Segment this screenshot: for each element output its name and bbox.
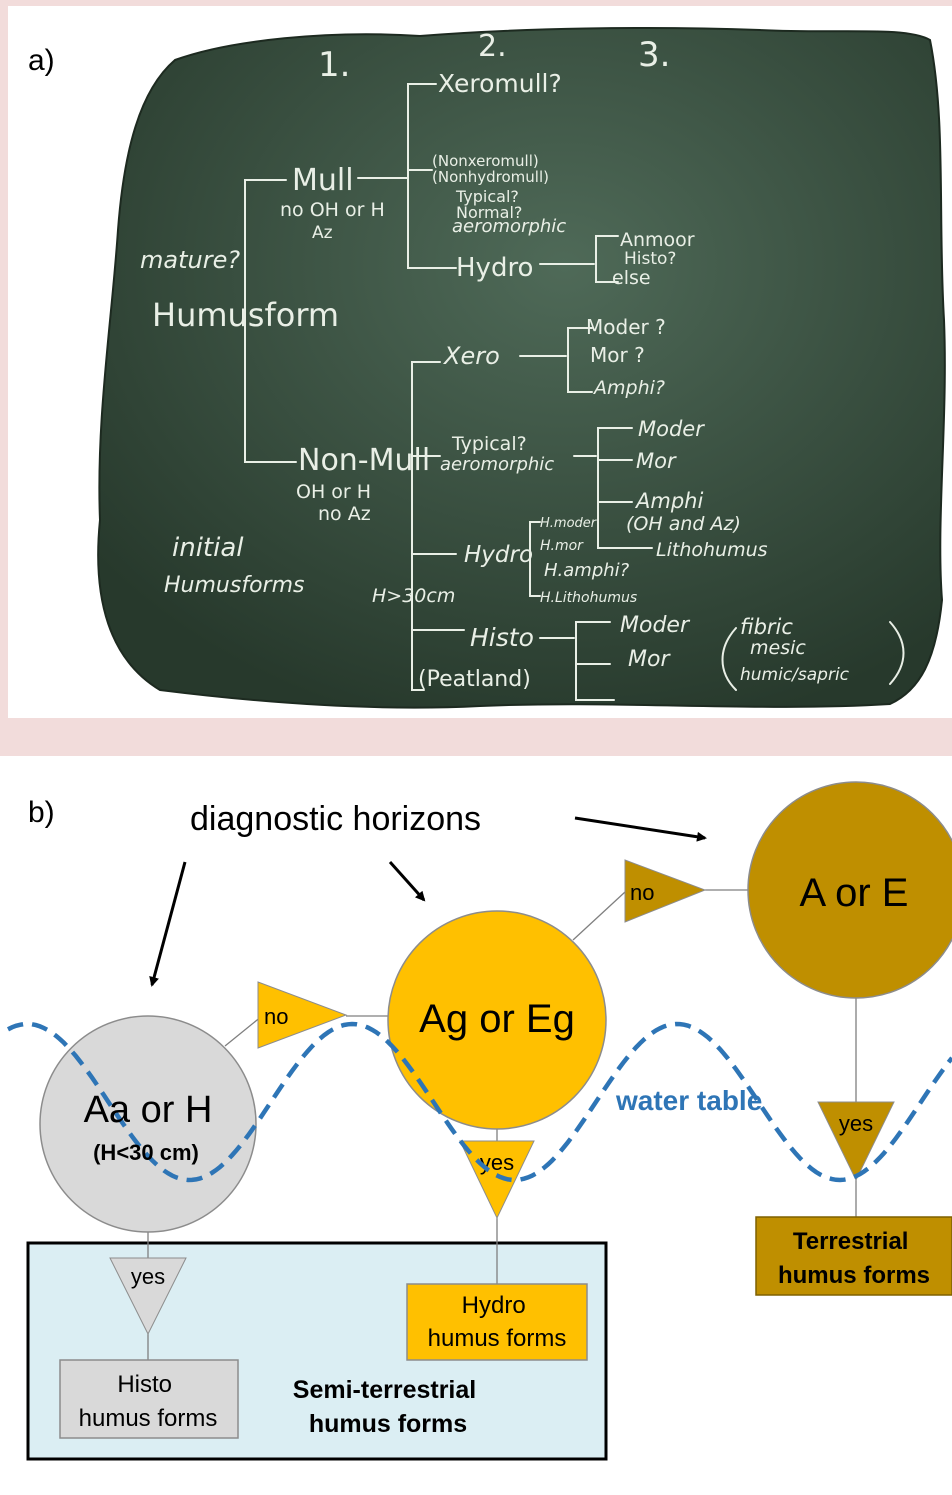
nonxero-1: (Nonxeromull) <box>432 152 539 170</box>
mull-hydro-label: Hydro <box>456 253 533 283</box>
decision-no-1-label: no <box>264 1004 288 1029</box>
water-table-line <box>6 1021 952 1183</box>
outcome-histo-label: Histo humus forms <box>79 1371 218 1432</box>
outcome-terrestrial-box <box>755 1216 952 1296</box>
initial-label-2: Humusforms <box>164 573 304 598</box>
nonmull-criteria-1: OH or H <box>296 481 371 503</box>
nonmull-bracket <box>411 361 465 691</box>
decision-yes-ag-label: yes <box>480 1150 514 1175</box>
nonmull-hydro-label: Hydro <box>464 542 533 568</box>
xero-sub-3: Amphi? <box>592 377 665 399</box>
node-aa-sub: (H<30 cm) <box>93 1140 199 1165</box>
histo-type-2: mesic <box>750 637 806 659</box>
panel-separator <box>0 722 952 756</box>
decision-no-1 <box>257 981 348 1049</box>
root-question: mature? <box>140 246 240 274</box>
mull-criteria-2: Az <box>312 223 333 243</box>
nonxero-2: (Nonhydromull) <box>432 168 549 186</box>
outcome-hydro-label: Hydro humus forms <box>428 1292 567 1352</box>
histo-bracket <box>539 621 615 701</box>
outcome-hydro-box <box>406 1283 588 1361</box>
typical-bracket <box>573 427 653 549</box>
mull-label: Mull <box>292 163 354 198</box>
nonxero-4: Normal? <box>456 203 522 222</box>
typical-sub-3: Amphi <box>634 489 703 513</box>
histo-note: (Peatland) <box>418 667 531 692</box>
column-3: 3. <box>638 35 670 75</box>
root-bracket <box>244 179 297 463</box>
nonxero-3: Typical? <box>455 187 519 206</box>
hydro-sub-3: H.amphi? <box>544 560 630 581</box>
mull-hydro-sub-3: else <box>612 267 651 289</box>
histo-sub-1: Moder <box>620 613 691 638</box>
initial-label-1: initial <box>172 533 244 563</box>
panel-a-label: a) <box>28 44 55 77</box>
outcome-histo-box <box>59 1359 239 1439</box>
hydro-sub-1: H.moder <box>540 516 598 531</box>
arrow-to-aa <box>149 861 187 987</box>
column-1: 1. <box>318 45 350 85</box>
decision-yes-aa <box>109 1257 187 1336</box>
node-ag-circle <box>387 910 607 1130</box>
xero-sub-1: Moder ? <box>586 315 666 339</box>
node-ag-title: Ag or Eg <box>419 997 575 1041</box>
mull-hydro-sub-1: Anmoor <box>620 229 695 251</box>
panel-b-label: b) <box>28 796 55 829</box>
nonmull-xero-label: Xero <box>442 342 500 370</box>
water-table-label: water table <box>615 1085 762 1116</box>
typical-sub-1: Moder <box>638 417 705 441</box>
chalkboard <box>97 27 946 709</box>
column-2: 2. <box>478 29 507 64</box>
chalk-diagram: 1. 2. 3. mature? Humusform initial Humus… <box>140 29 905 701</box>
outcome-terrestrial-label: Terrestrial humus forms <box>778 1228 930 1289</box>
diagnostic-heading: diagnostic horizons <box>190 800 481 838</box>
decision-yes-ae <box>817 1101 895 1182</box>
histo-type-3: humic/sapric <box>740 665 850 685</box>
mull-hydro-sub-2: Histo? <box>624 249 676 269</box>
nonmull-hydro-bracket <box>529 521 541 597</box>
histo-sub-2: Mor <box>628 647 671 672</box>
decision-no-2-label: no <box>630 880 654 905</box>
node-aa-title: Aa or H <box>84 1089 213 1131</box>
typical-sub-2: Mor <box>636 449 677 473</box>
semi-terrestrial-label: Semi-terrestrial humus forms <box>293 1376 483 1438</box>
histo-condition: H>30cm <box>372 585 455 607</box>
nonmull-label: Non-Mull <box>298 443 430 478</box>
decision-yes-aa-label: yes <box>131 1264 165 1289</box>
decision-yes-ae-label: yes <box>839 1111 873 1136</box>
arrow-to-ag <box>388 860 426 902</box>
nonxero-5: aeromorphic <box>452 216 566 237</box>
decision-no-2 <box>624 859 707 923</box>
typical-label-2: aeromorphic <box>440 454 554 475</box>
hydro-sub-2: H.mor <box>540 538 584 554</box>
mull-hydro-bracket <box>539 235 619 283</box>
node-ae-circle <box>747 781 952 999</box>
xero-sub-2: Mor ? <box>590 343 645 367</box>
xero-bracket <box>519 327 593 393</box>
histo-type-parentheses <box>721 621 905 691</box>
nonmull-criteria-2: no Az <box>318 503 371 525</box>
typical-sub-5: Lithohumus <box>656 539 768 561</box>
node-ae-title: A or E <box>800 871 909 915</box>
connectors <box>147 889 857 1360</box>
typical-sub-4: (OH and Az) <box>626 513 741 535</box>
mull-bracket <box>357 83 457 269</box>
typical-label-1: Typical? <box>451 433 527 455</box>
hydro-sub-4: H.Lithohumus <box>540 590 637 606</box>
xeromull-label: Xeromull? <box>438 69 562 98</box>
histo-type-1: fibric <box>740 615 793 639</box>
mull-criteria-1: no OH or H <box>280 199 385 221</box>
arrow-to-ae <box>574 816 707 842</box>
histo-label: Histo <box>470 623 534 652</box>
